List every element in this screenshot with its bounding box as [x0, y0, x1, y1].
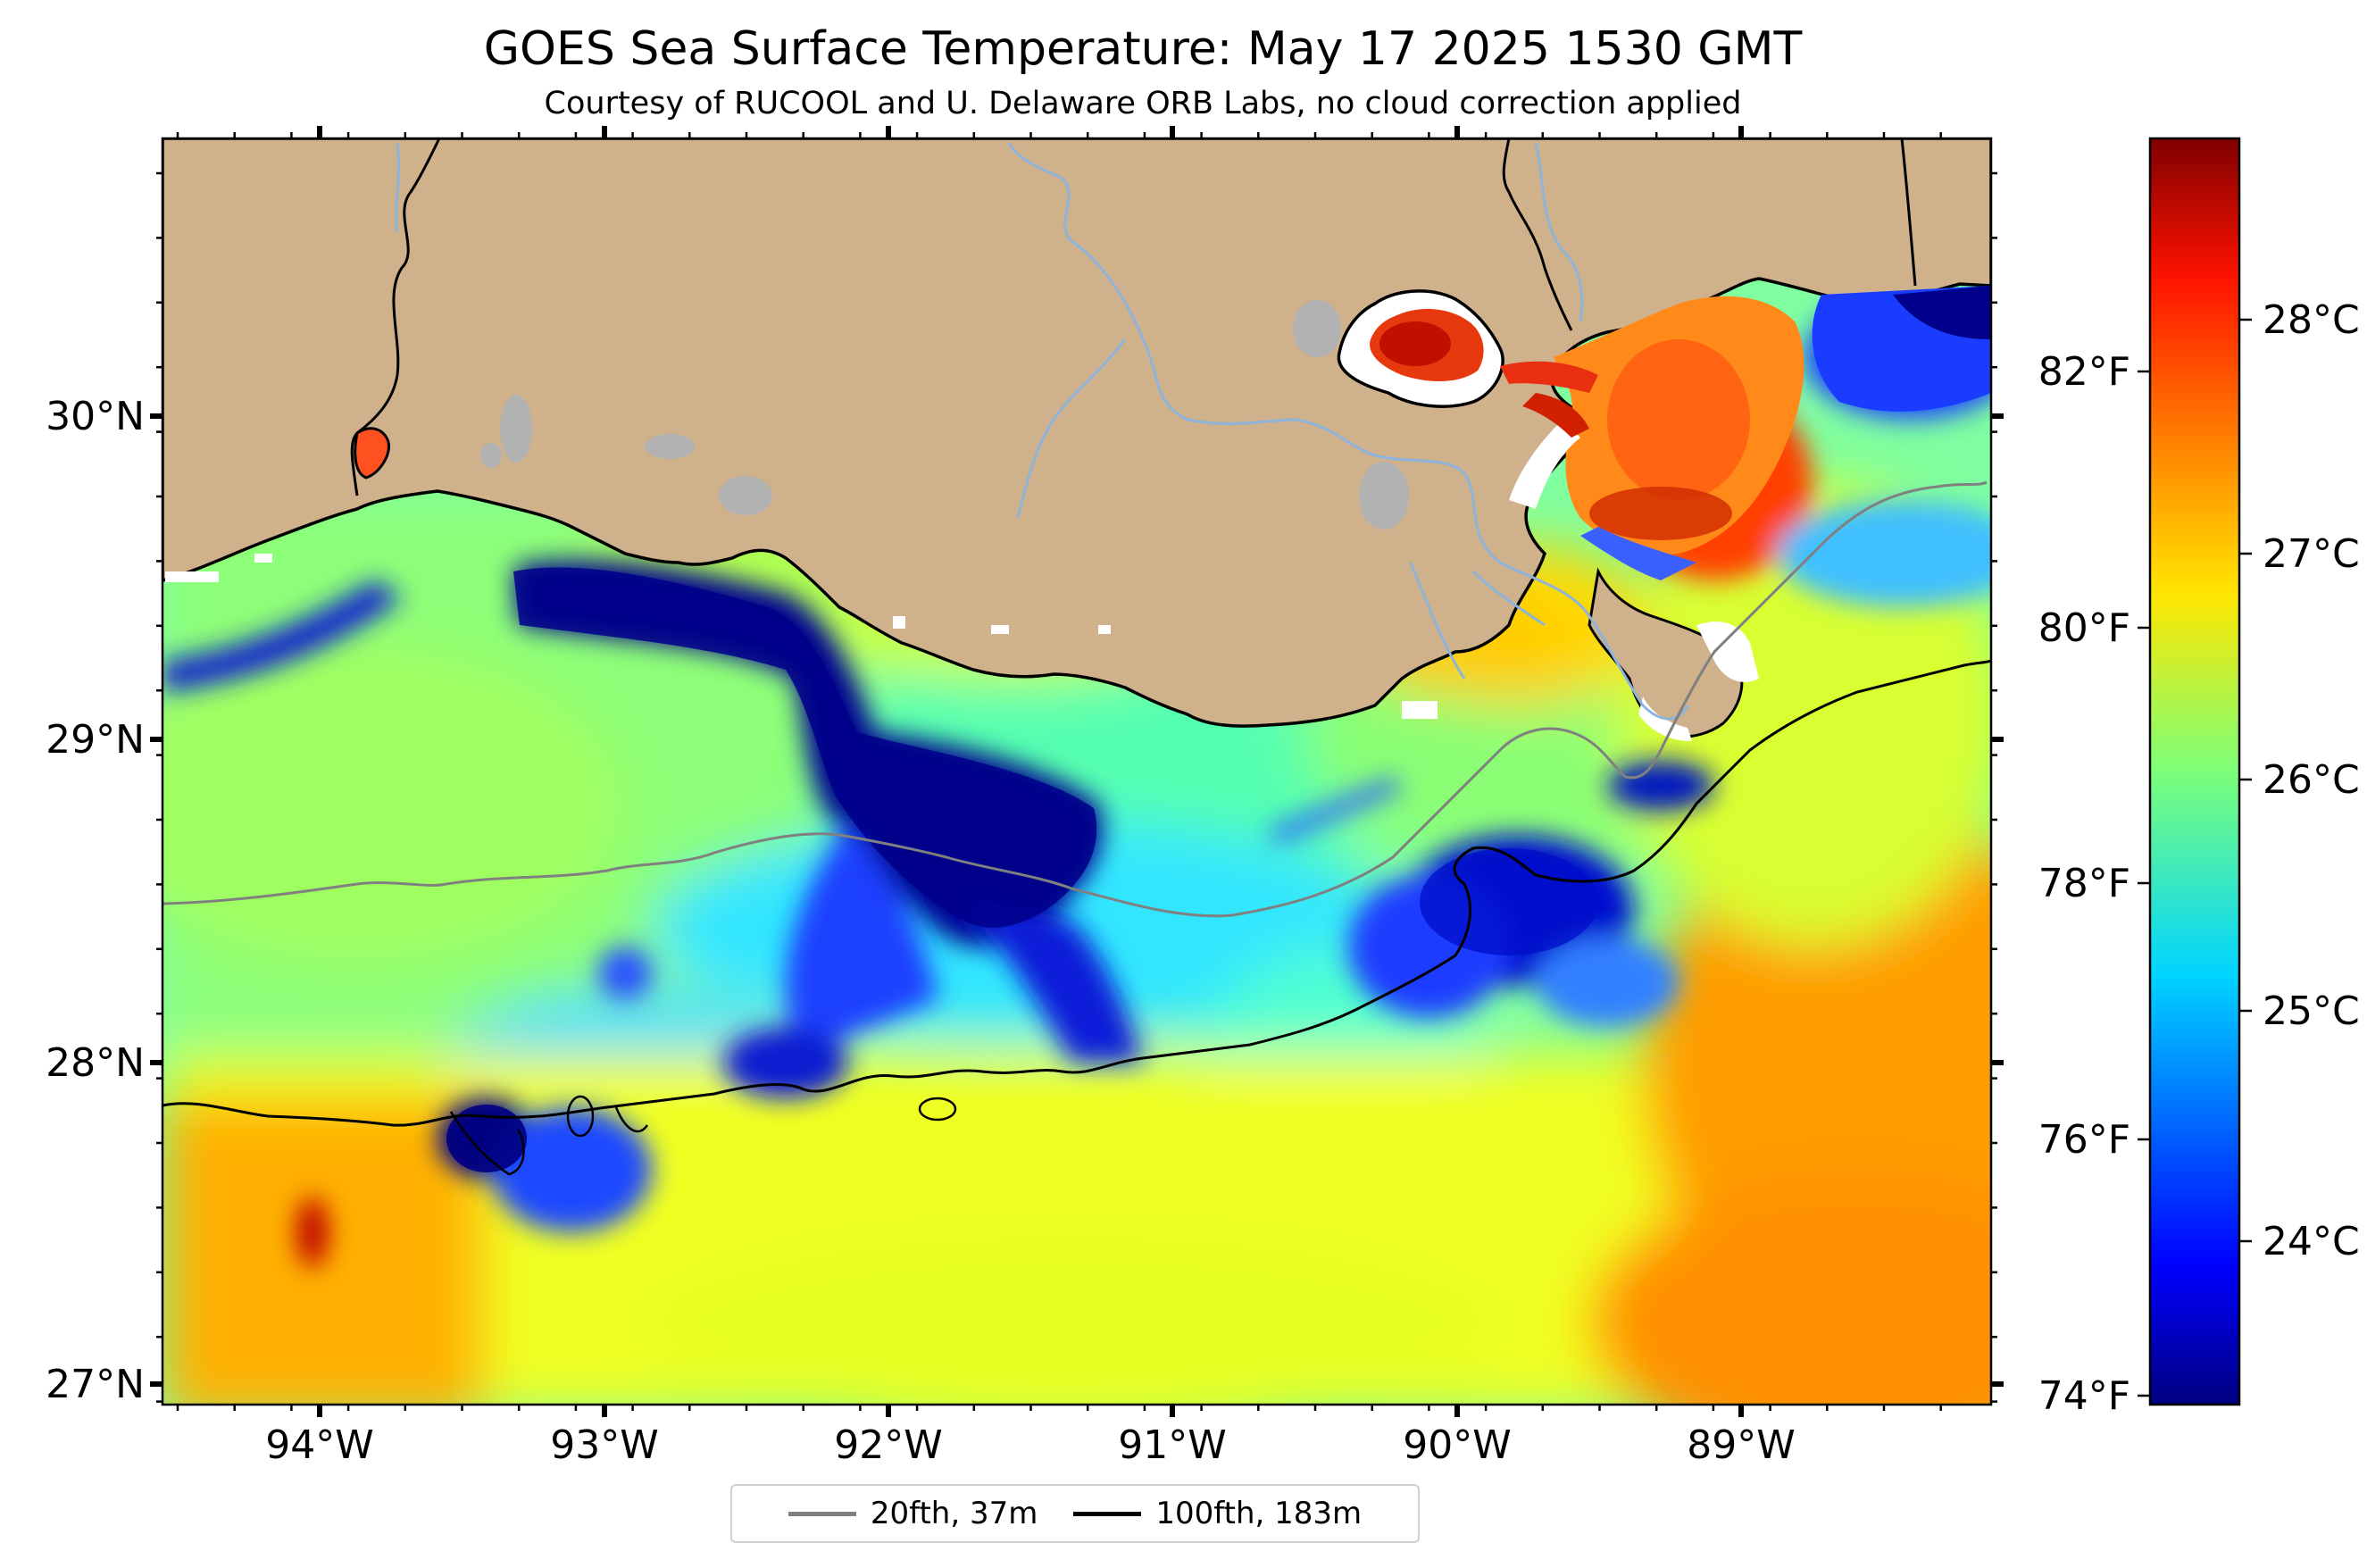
colorbar: 28°C 27°C 26°C 25°C 24°C 82°F 80°F 78°F 76°F 74°F — [2038, 137, 2360, 1419]
lat-tick-label: 30°N — [46, 394, 145, 439]
sst-field — [163, 138, 1991, 1405]
lat-tick-label: 27°N — [46, 1362, 145, 1407]
fahrenheit-tick-label: 76°F — [2038, 1117, 2130, 1163]
colorbar-gradient — [2148, 137, 2241, 1406]
lat-tick-label: 29°N — [46, 717, 145, 763]
celsius-tick-label: 26°C — [2263, 757, 2360, 803]
contour-100fth — [163, 659, 1991, 1127]
fahrenheit-tick-label: 78°F — [2038, 861, 2130, 906]
latitude-axis: 30°N 29°N 28°N 27°N — [46, 171, 2004, 1407]
legend-entry-100fth: 100fth, 183m — [1073, 1496, 1362, 1531]
legend-label-20fth: 20fth, 37m — [870, 1496, 1038, 1531]
lon-tick-label: 89°W — [1687, 1422, 1796, 1468]
contour-legend: 20fth, 37m 100fth, 183m — [730, 1484, 1420, 1543]
fahrenheit-tick-label: 80°F — [2038, 605, 2130, 651]
legend-swatch-20fth — [788, 1511, 856, 1516]
rivers — [395, 142, 1689, 721]
inland-lakes — [480, 300, 1409, 530]
fahrenheit-tick-label: 74°F — [2038, 1373, 2130, 1419]
map-frame — [161, 137, 1993, 1406]
lat-tick-label: 28°N — [46, 1040, 145, 1086]
lon-tick-label: 91°W — [1118, 1422, 1227, 1468]
lon-tick-label: 94°W — [265, 1422, 374, 1468]
breton-sound-water — [1500, 286, 1991, 580]
land-mass — [163, 138, 1991, 728]
lon-tick-label: 93°W — [550, 1422, 659, 1468]
fahrenheit-tick-label: 82°F — [2038, 349, 2130, 395]
legend-entry-20fth: 20fth, 37m — [788, 1496, 1038, 1531]
longitude-axis: 94°W 93°W 92°W 91°W 90°W 89°W — [176, 126, 1942, 1468]
celsius-tick-label: 27°C — [2263, 531, 2360, 577]
celsius-tick-label: 24°C — [2263, 1219, 2360, 1264]
map-title: GOES Sea Surface Temperature: May 17 202… — [483, 22, 1803, 76]
celsius-tick-label: 25°C — [2263, 988, 2360, 1034]
lake-pontchartrain — [1337, 289, 1504, 408]
lon-tick-label: 90°W — [1403, 1422, 1512, 1468]
legend-label-100fth: 100fth, 183m — [1155, 1496, 1363, 1531]
cloud-mask-patches — [165, 554, 1438, 719]
celsius-tick-label: 28°C — [2263, 297, 2360, 343]
legend-swatch-100fth — [1073, 1511, 1142, 1516]
lon-tick-label: 92°W — [834, 1422, 943, 1468]
mississippi-delta — [1588, 567, 1759, 741]
map-subtitle: Courtesy of RUCOOL and U. Delaware ORB L… — [544, 86, 1742, 121]
contour-20fth — [163, 480, 1988, 918]
